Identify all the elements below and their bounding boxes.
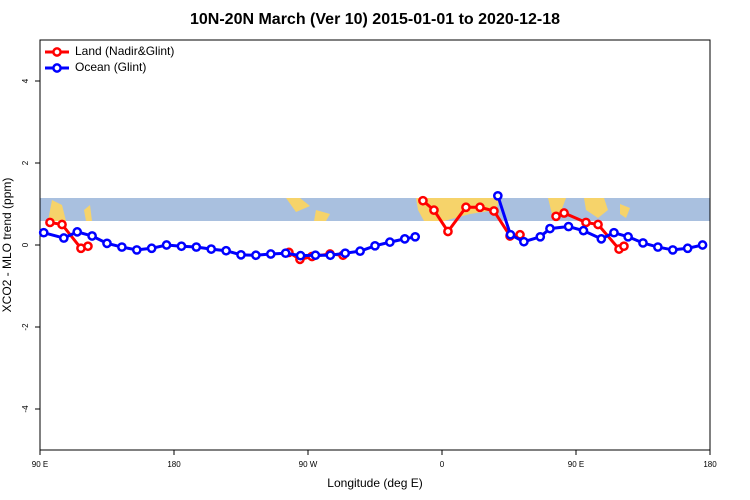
point bbox=[559, 208, 569, 218]
point bbox=[489, 206, 499, 216]
point bbox=[265, 249, 276, 259]
point bbox=[623, 231, 633, 242]
point bbox=[519, 236, 529, 247]
y-tick-label: 0 bbox=[21, 242, 30, 247]
point bbox=[161, 240, 172, 250]
point bbox=[57, 219, 67, 230]
point bbox=[563, 221, 574, 232]
point bbox=[131, 245, 142, 255]
point bbox=[325, 250, 336, 261]
y-tick-label: 4 bbox=[21, 78, 30, 83]
y-tick-label: -4 bbox=[21, 405, 30, 413]
point bbox=[578, 225, 589, 236]
point bbox=[609, 227, 619, 238]
point bbox=[581, 217, 591, 228]
point bbox=[682, 243, 693, 254]
point bbox=[146, 243, 157, 254]
point bbox=[418, 195, 428, 206]
point bbox=[280, 248, 291, 259]
point bbox=[505, 229, 516, 240]
point bbox=[638, 238, 648, 248]
point bbox=[551, 211, 561, 222]
point bbox=[206, 244, 217, 254]
x-tick-label: 180 bbox=[703, 460, 717, 469]
point bbox=[355, 246, 365, 256]
point bbox=[87, 231, 97, 241]
legend-label: Land (Nadir&Glint) bbox=[75, 44, 174, 58]
point bbox=[310, 250, 321, 261]
point bbox=[295, 250, 306, 261]
legend-marker bbox=[52, 63, 62, 73]
y-tick-label: -2 bbox=[21, 323, 30, 331]
point bbox=[83, 241, 93, 252]
x-tick-label: 90 E bbox=[32, 460, 48, 469]
y-axis-label: XCO2 - MLO trend (ppm) bbox=[0, 178, 14, 313]
point bbox=[535, 231, 546, 242]
x-axis-label: Longitude (deg E) bbox=[327, 476, 422, 490]
point bbox=[492, 190, 503, 201]
point bbox=[475, 202, 485, 213]
x-tick-label: 90 E bbox=[568, 460, 584, 469]
point bbox=[340, 248, 351, 259]
x-tick-label: 90 W bbox=[299, 460, 318, 469]
y-tick-label: 2 bbox=[21, 160, 30, 165]
chart-title: 10N-20N March (Ver 10) 2015-01-01 to 202… bbox=[190, 11, 560, 28]
point bbox=[667, 245, 678, 255]
point bbox=[58, 233, 69, 243]
point bbox=[545, 223, 555, 234]
map-strip bbox=[40, 198, 710, 221]
point bbox=[410, 231, 421, 242]
point bbox=[45, 217, 55, 228]
point bbox=[236, 249, 246, 260]
x-tick-label: 180 bbox=[167, 460, 181, 469]
point bbox=[429, 205, 439, 215]
point bbox=[191, 242, 202, 252]
point bbox=[117, 242, 127, 252]
point bbox=[176, 241, 187, 252]
point bbox=[697, 240, 708, 250]
x-tick-label: 0 bbox=[440, 460, 445, 469]
point bbox=[596, 234, 607, 244]
point bbox=[385, 237, 395, 247]
point bbox=[619, 241, 629, 252]
point bbox=[370, 240, 380, 251]
point bbox=[102, 238, 112, 249]
point bbox=[38, 227, 49, 238]
legend-marker bbox=[52, 47, 62, 57]
point bbox=[72, 227, 83, 237]
point bbox=[461, 202, 471, 213]
point bbox=[443, 226, 453, 237]
point bbox=[251, 250, 261, 261]
point bbox=[221, 245, 231, 256]
legend-label: Ocean (Glint) bbox=[75, 60, 146, 74]
point bbox=[399, 234, 410, 244]
point bbox=[593, 219, 603, 230]
point bbox=[653, 242, 663, 252]
